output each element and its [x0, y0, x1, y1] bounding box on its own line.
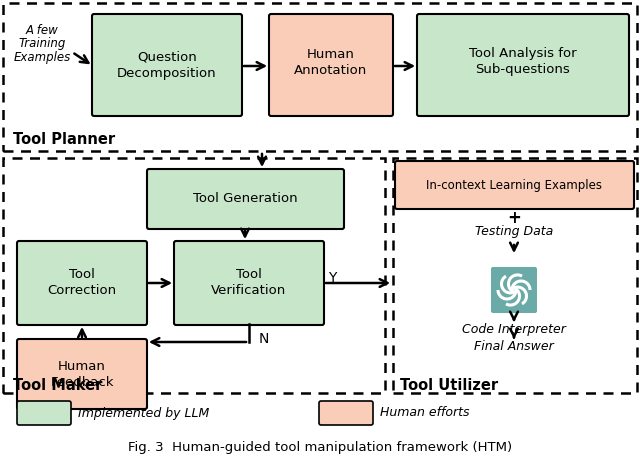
FancyBboxPatch shape: [491, 267, 537, 313]
Text: Tool Planner: Tool Planner: [13, 133, 115, 147]
Text: Correction: Correction: [47, 284, 116, 297]
Text: Human: Human: [58, 359, 106, 372]
Text: Training: Training: [19, 37, 66, 50]
Text: Tool: Tool: [236, 267, 262, 280]
FancyBboxPatch shape: [417, 14, 629, 116]
FancyBboxPatch shape: [269, 14, 393, 116]
Text: Examples: Examples: [13, 51, 70, 65]
Text: N: N: [259, 332, 269, 346]
Text: Tool Analysis for: Tool Analysis for: [469, 47, 577, 60]
Text: Tool Utilizer: Tool Utilizer: [400, 378, 498, 394]
Text: Y: Y: [328, 271, 337, 285]
FancyBboxPatch shape: [92, 14, 242, 116]
Text: In-context Learning Examples: In-context Learning Examples: [426, 178, 602, 192]
Text: Tool Maker: Tool Maker: [13, 378, 102, 394]
Text: Tool Generation: Tool Generation: [193, 193, 298, 206]
Text: Annotation: Annotation: [294, 65, 367, 78]
Text: Feedback: Feedback: [51, 376, 114, 389]
Text: Question: Question: [137, 50, 197, 63]
FancyBboxPatch shape: [17, 339, 147, 409]
FancyBboxPatch shape: [147, 169, 344, 229]
Text: Sub-questions: Sub-questions: [476, 63, 570, 77]
Text: Implemented by LLM: Implemented by LLM: [78, 407, 209, 419]
Text: Code Interpreter: Code Interpreter: [462, 322, 566, 335]
Text: Decomposition: Decomposition: [117, 67, 217, 79]
Bar: [3, 3, 637, 151]
Text: A few: A few: [26, 24, 58, 36]
Text: Human: Human: [307, 49, 355, 61]
FancyBboxPatch shape: [17, 241, 147, 325]
Text: Human efforts: Human efforts: [380, 407, 470, 419]
Text: Tool: Tool: [69, 267, 95, 280]
Text: Final Answer: Final Answer: [474, 340, 554, 353]
Text: Verification: Verification: [211, 284, 287, 297]
FancyBboxPatch shape: [17, 401, 71, 425]
Text: Fig. 3  Human-guided tool manipulation framework (HTM): Fig. 3 Human-guided tool manipulation fr…: [128, 442, 512, 455]
FancyBboxPatch shape: [319, 401, 373, 425]
FancyBboxPatch shape: [174, 241, 324, 325]
Bar: [3, 158, 385, 393]
FancyBboxPatch shape: [395, 161, 634, 209]
Text: +: +: [507, 209, 521, 227]
Text: Testing Data: Testing Data: [475, 225, 553, 238]
Bar: [393, 158, 637, 393]
